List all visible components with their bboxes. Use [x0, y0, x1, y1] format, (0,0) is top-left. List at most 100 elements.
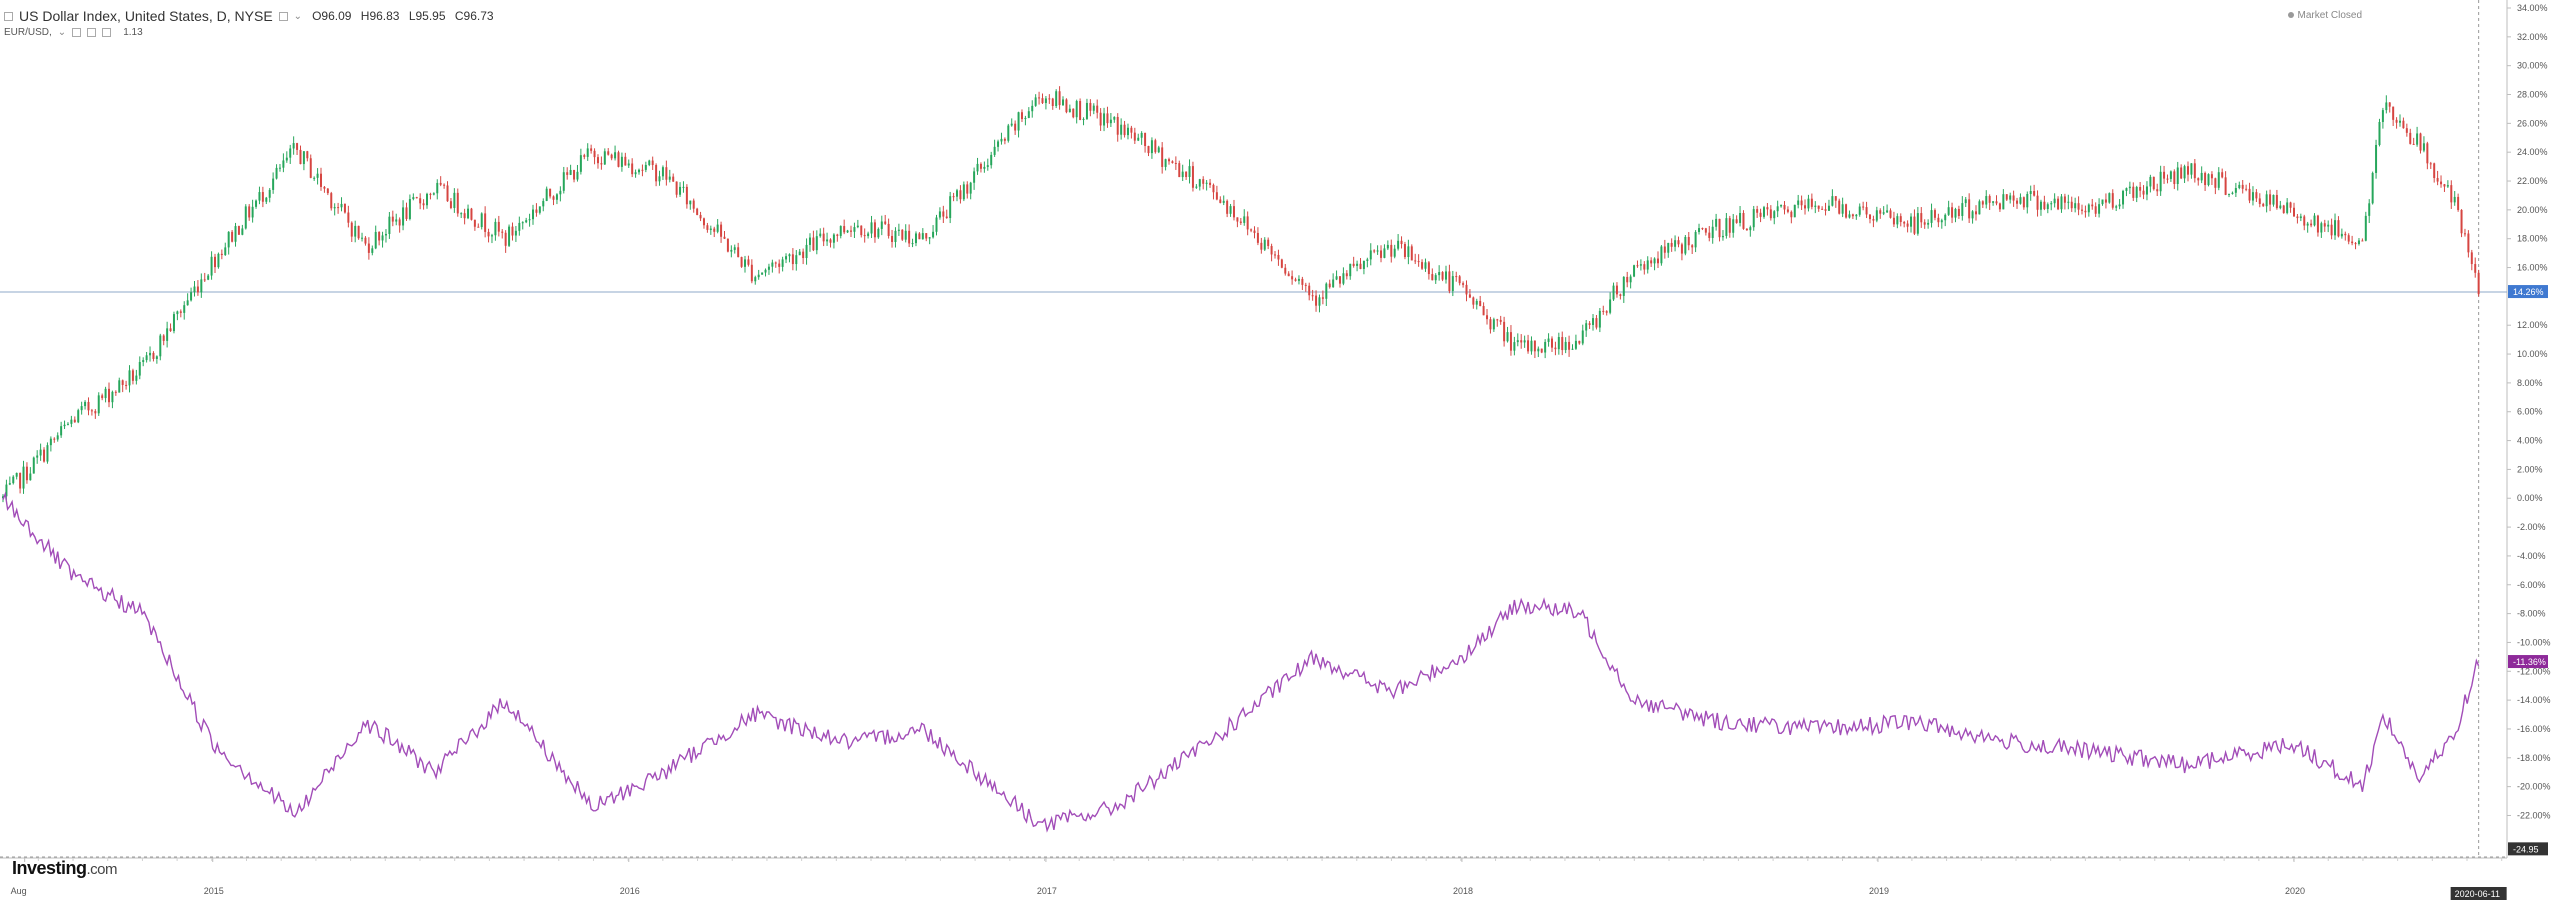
candle-body: [1639, 264, 1642, 266]
candle-body: [231, 231, 234, 242]
candle-body: [1694, 232, 1697, 248]
candle-body: [429, 193, 432, 195]
compare-visibility-icon[interactable]: [72, 28, 82, 37]
candle-body: [367, 243, 370, 253]
candle-body: [2128, 186, 2131, 189]
candle-body: [350, 222, 353, 237]
candle-body: [641, 169, 644, 171]
candle-body: [1099, 112, 1102, 126]
x-tick-label: 2016: [620, 886, 640, 896]
usd-last-value-label-bg: [2508, 285, 2548, 299]
y-tick-label: -10.00%: [2517, 637, 2551, 647]
candle-body: [2292, 207, 2295, 217]
candle-body: [1352, 263, 1355, 266]
candle-body: [2142, 190, 2145, 195]
candle-body: [1085, 102, 1088, 119]
candle-body: [145, 355, 148, 361]
candle-body: [2347, 235, 2350, 242]
settings-box-icon[interactable]: [278, 11, 288, 21]
candle-body: [1715, 218, 1718, 227]
candle-body: [552, 196, 555, 200]
compare-settings-icon[interactable]: [87, 28, 97, 37]
candlestick-series: [2, 86, 2480, 503]
candle-body: [87, 401, 90, 411]
candle-body: [1995, 201, 1998, 204]
candle-body: [1660, 246, 1663, 264]
candle-body: [340, 203, 343, 208]
candle-body: [142, 360, 145, 362]
candle-body: [1605, 311, 1608, 313]
candle-body: [2392, 106, 2395, 120]
compare-symbol[interactable]: EUR/USD,: [4, 27, 52, 38]
candle-body: [576, 171, 579, 180]
collapse-toggle-icon[interactable]: [4, 11, 13, 21]
candle-body: [446, 185, 449, 202]
candle-body: [1366, 259, 1369, 261]
candle-body: [432, 193, 435, 195]
candle-body: [1031, 105, 1034, 112]
candle-body: [2419, 133, 2422, 151]
candle-body: [1417, 261, 1420, 263]
candle-body: [2248, 188, 2251, 201]
candle-body: [1882, 212, 1885, 214]
candle-body: [1126, 127, 1129, 136]
candle-body: [2426, 143, 2429, 164]
candle-body: [2344, 233, 2347, 236]
candle-body: [1896, 216, 1899, 225]
candle-body: [839, 226, 842, 236]
candle-body: [101, 395, 104, 399]
candle-body: [2057, 198, 2060, 210]
candle-body: [2251, 192, 2254, 201]
candle-body: [1680, 244, 1683, 254]
candle-body: [1667, 242, 1670, 253]
candle-body: [2152, 176, 2155, 190]
candle-body: [846, 230, 849, 233]
candle-body: [395, 219, 398, 222]
candle-body: [210, 256, 213, 276]
candle-body: [1072, 108, 1075, 118]
candle-body: [2214, 178, 2217, 188]
candle-body: [1646, 260, 1649, 270]
candle-body: [63, 424, 66, 427]
candle-body: [603, 151, 606, 165]
candle-body: [2077, 203, 2080, 210]
candle-body: [1633, 265, 1636, 277]
candle-body: [1335, 276, 1338, 280]
candle-body: [1865, 207, 1868, 215]
candle-body: [1643, 264, 1646, 270]
candle-body: [894, 230, 897, 242]
candle-body: [791, 254, 794, 265]
candle-body: [1017, 112, 1020, 131]
candle-body: [860, 225, 863, 236]
candle-body: [1267, 239, 1270, 247]
compare-symbol-row: EUR/USD, ⌄ 1.13: [4, 27, 143, 38]
symbol-title[interactable]: US Dollar Index, United States, D, NYSE: [19, 8, 273, 24]
compare-remove-icon[interactable]: [102, 28, 112, 37]
candle-body: [1557, 337, 1560, 350]
chevron-down-icon[interactable]: ⌄: [293, 10, 303, 22]
candle-body: [2416, 133, 2419, 145]
candle-body: [1516, 340, 1519, 343]
candle-body: [1489, 319, 1492, 330]
candle-body: [1092, 105, 1095, 111]
candle-body: [2467, 233, 2470, 253]
candle-body: [2258, 198, 2261, 204]
candle-body: [2173, 171, 2176, 185]
candle-body: [1205, 182, 1208, 184]
candle-body: [815, 236, 818, 251]
candle-body: [1598, 310, 1601, 328]
candle-body: [2122, 190, 2125, 205]
candle-body: [1441, 272, 1444, 280]
compare-chevron-icon[interactable]: ⌄: [57, 27, 67, 38]
candle-body: [309, 158, 312, 178]
candle-body: [1793, 204, 1796, 218]
market-status: Market Closed: [2287, 10, 2362, 21]
candle-body: [19, 472, 22, 489]
candle-body: [77, 410, 80, 423]
crosshair-date-bg: [2450, 887, 2507, 900]
candle-body: [289, 148, 292, 158]
candle-body: [1585, 323, 1588, 331]
candle-body: [709, 228, 712, 230]
candle-body: [436, 182, 439, 194]
